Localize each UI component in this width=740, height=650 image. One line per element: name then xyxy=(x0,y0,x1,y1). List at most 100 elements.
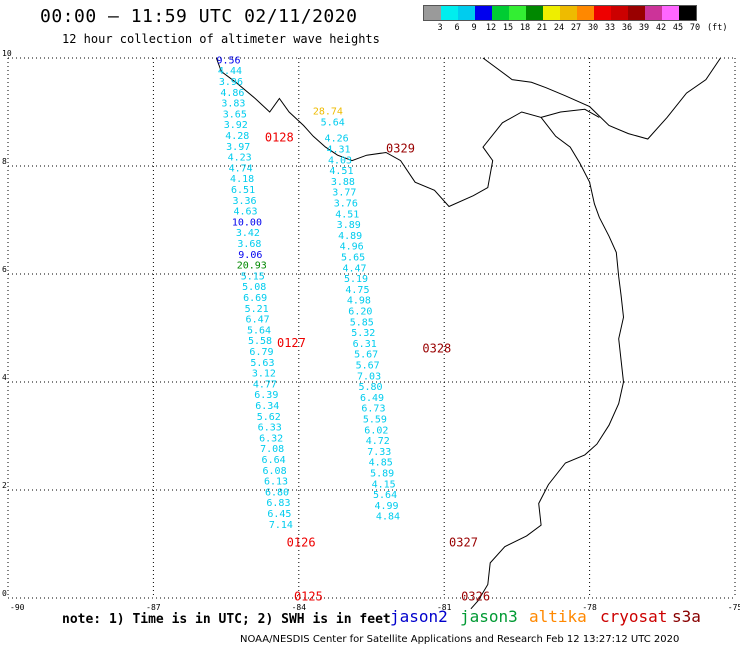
wave-height-label: 5.67 xyxy=(354,350,378,361)
wave-height-label: 3.12 xyxy=(252,369,276,380)
wave-height-label: 6.02 xyxy=(364,425,388,436)
wave-height-label: 4.47 xyxy=(342,263,366,274)
wave-height-label: 3.68 xyxy=(237,239,261,250)
coastline xyxy=(215,57,721,610)
legend-swatch xyxy=(577,6,594,20)
legend-swatch xyxy=(645,6,662,20)
wave-height-label: 20.93 xyxy=(237,261,267,272)
legend-label: 12 xyxy=(485,23,497,33)
wave-height-label: 4.96 xyxy=(340,242,364,253)
wave-height-label: 6.47 xyxy=(246,315,270,326)
legend-swatches xyxy=(423,5,697,21)
wave-height-label: 4.18 xyxy=(230,174,254,185)
wave-height-label: 4.28 xyxy=(225,131,249,142)
wave-height-label: 5.89 xyxy=(370,469,394,480)
legend-label: 3 xyxy=(437,23,443,33)
y-tick-label: 0 xyxy=(2,589,7,598)
wave-height-label: 7.14 xyxy=(269,520,293,531)
wave-height-label: 10.00 xyxy=(232,217,262,228)
wave-height-label: 6.73 xyxy=(361,404,385,415)
legend-label: 24 xyxy=(553,23,565,33)
wave-height-label: 4.03 xyxy=(328,155,352,166)
wave-height-label: 4.86 xyxy=(220,88,244,99)
y-tick-label: 8 xyxy=(2,157,7,166)
legend-label: 27 xyxy=(570,23,582,33)
x-tick-label: -87 xyxy=(146,603,161,612)
x-tick-label: -81 xyxy=(437,603,452,612)
legend-swatch xyxy=(611,6,628,20)
wave-height-label: 6.32 xyxy=(259,433,283,444)
wave-height-label: 6.80 xyxy=(265,487,289,498)
legend-swatch xyxy=(458,6,475,20)
legend-label: 42 xyxy=(655,23,667,33)
wave-height-label: 3.83 xyxy=(221,99,245,110)
wave-height-label: 3.76 xyxy=(334,199,358,210)
wave-height-label: 7.33 xyxy=(367,447,391,458)
axis-ticks: -90 -87 -84 -81 -78 -75 0 2 4 6 8 10 xyxy=(2,49,740,612)
wave-height-label: 4.84 xyxy=(376,512,400,523)
wave-height-label: 4.26 xyxy=(325,134,349,145)
legend-swatch xyxy=(594,6,611,20)
legend-swatch xyxy=(526,6,543,20)
y-tick-label: 2 xyxy=(2,481,7,490)
satellite-label-jason3: jason3 xyxy=(460,607,518,626)
wave-height-label: 3.77 xyxy=(332,188,356,199)
wave-height-label: 4.15 xyxy=(372,479,396,490)
wave-height-label: 5.85 xyxy=(350,317,374,328)
legend-label: 9 xyxy=(471,23,477,33)
wave-height-label: 6.49 xyxy=(360,393,384,404)
wave-height-label: 6.39 xyxy=(254,390,278,401)
track-time-label: 0326 xyxy=(461,590,490,604)
wave-height-label: 4.51 xyxy=(329,166,353,177)
wave-height-label: 28.74 xyxy=(313,107,343,118)
x-tick-label: -84 xyxy=(292,603,307,612)
x-tick-label: -90 xyxy=(10,603,25,612)
wave-height-label: 4.77 xyxy=(253,379,277,390)
wave-height-label: 3.96 xyxy=(219,77,243,88)
legend-label: 70 xyxy=(689,23,701,33)
legend-label: 21 xyxy=(536,23,548,33)
wave-height-label: 5.59 xyxy=(363,415,387,426)
wave-height-label: 4.99 xyxy=(374,501,398,512)
legend-swatch xyxy=(628,6,645,20)
legend-label: 39 xyxy=(638,23,650,33)
legend-labels: 3 6 9 12 15 18 21 24 27 30 33 36 39 42 45 70 (ft) xyxy=(423,21,727,35)
legend-swatch xyxy=(662,6,679,20)
footer-credit: NOAA/NESDIS Center for Satellite Applica… xyxy=(240,634,680,645)
y-tick-label: 4 xyxy=(2,373,7,382)
satellite-label-jason2: jason2 xyxy=(390,607,448,626)
legend-swatch xyxy=(509,6,526,20)
wave-height-label: 5.64 xyxy=(247,325,271,336)
x-tick-label: -78 xyxy=(582,603,597,612)
wave-height-label: 6.69 xyxy=(243,293,267,304)
wave-height-label: 6.33 xyxy=(258,423,282,434)
y-tick-label: 10 xyxy=(2,49,12,58)
wave-height-label: 5.58 xyxy=(248,336,272,347)
legend-label: 30 xyxy=(587,23,599,33)
legend-swatch xyxy=(475,6,492,20)
legend-label: 33 xyxy=(604,23,616,33)
wave-height-label: 5.21 xyxy=(245,304,269,315)
wave-height-label: 3.88 xyxy=(331,177,355,188)
legend-unit: (ft) xyxy=(707,23,728,33)
legend-label: 15 xyxy=(502,23,514,33)
wave-height-label: 5.19 xyxy=(344,274,368,285)
wave-height-label: 4.75 xyxy=(345,285,369,296)
wave-height-label: 4.89 xyxy=(338,231,362,242)
wave-height-label: 5.63 xyxy=(250,358,274,369)
legend-swatch xyxy=(543,6,560,20)
wave-height-label: 5.67 xyxy=(356,361,380,372)
wave-height-label: 6.13 xyxy=(264,477,288,488)
wave-height-label: 3.89 xyxy=(337,220,361,231)
legend-label: 6 xyxy=(454,23,460,33)
wave-height-label: 7.03 xyxy=(357,371,381,382)
track-time-label: 0125 xyxy=(294,590,323,604)
wave-height-label: 6.08 xyxy=(263,466,287,477)
track-time-label: 0128 xyxy=(265,131,294,145)
satellite-label-s3a: s3a xyxy=(672,607,701,626)
wave-height-label: 4.85 xyxy=(369,458,393,469)
wave-height-label: 4.72 xyxy=(366,436,390,447)
legend-label: 18 xyxy=(519,23,531,33)
track-time-label: 0126 xyxy=(287,536,316,550)
